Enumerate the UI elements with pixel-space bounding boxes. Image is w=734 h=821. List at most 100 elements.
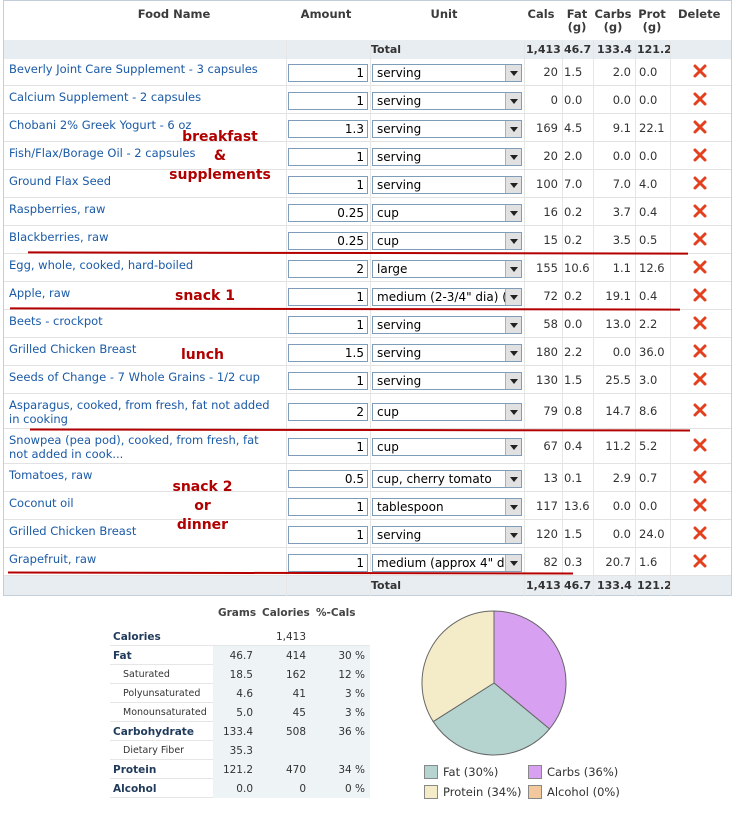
chevron-down-icon[interactable]: [505, 373, 521, 389]
food-name-link[interactable]: Apple, raw: [9, 286, 71, 300]
food-name-link[interactable]: Egg, whole, cooked, hard-boiled: [9, 258, 194, 272]
cell-carbs: 0.0: [612, 93, 631, 107]
unit-select[interactable]: cup: [372, 403, 522, 421]
food-name-link[interactable]: Beverly Joint Care Supplement - 3 capsul…: [9, 62, 258, 76]
food-name-link[interactable]: Grilled Chicken Breast: [9, 342, 137, 356]
delete-x-icon[interactable]: [692, 315, 708, 331]
column-divider: [670, 41, 671, 596]
cell-cals: 117: [536, 499, 558, 513]
delete-x-icon[interactable]: [692, 469, 708, 485]
delete-x-icon[interactable]: [692, 259, 708, 275]
unit-select[interactable]: serving: [372, 372, 522, 390]
unit-select[interactable]: serving: [372, 176, 522, 194]
amount-input[interactable]: 0.25: [288, 232, 368, 250]
chevron-down-icon[interactable]: [505, 205, 521, 221]
cell-cals: 20: [543, 149, 558, 163]
amount-input[interactable]: 1: [288, 148, 368, 166]
chevron-down-icon[interactable]: [505, 527, 521, 543]
unit-select[interactable]: serving: [372, 344, 522, 362]
chevron-down-icon[interactable]: [505, 345, 521, 361]
chevron-down-icon[interactable]: [505, 233, 521, 249]
amount-input[interactable]: 1: [288, 288, 368, 306]
food-name-link[interactable]: Beets - crockpot: [9, 314, 103, 328]
food-name-link[interactable]: Fish/Flax/Borage Oil - 2 capsules: [9, 146, 196, 160]
unit-select[interactable]: large: [372, 260, 522, 278]
delete-x-icon[interactable]: [692, 497, 708, 513]
delete-x-icon[interactable]: [692, 231, 708, 247]
amount-input[interactable]: 1: [288, 438, 368, 456]
amount-input[interactable]: 1: [288, 316, 368, 334]
chevron-down-icon[interactable]: [505, 439, 521, 455]
unit-select[interactable]: serving: [372, 148, 522, 166]
unit-select[interactable]: medium (2-3/4" dia) (a: [372, 288, 522, 306]
unit-select[interactable]: medium (approx 4" dia: [372, 554, 522, 572]
row-shade: [213, 703, 370, 722]
chevron-down-icon[interactable]: [505, 177, 521, 193]
food-log-table: Food Name Amount Unit Cals Fat (g) Carbs(…: [3, 0, 732, 596]
food-name-link[interactable]: Calcium Supplement - 2 capsules: [9, 90, 202, 104]
food-name-link[interactable]: Seeds of Change - 7 Whole Grains - 1/2 c…: [9, 370, 260, 384]
amount-input[interactable]: 2: [288, 260, 368, 278]
amount-input[interactable]: 0.25: [288, 204, 368, 222]
unit-select[interactable]: serving: [372, 64, 522, 82]
unit-select[interactable]: cup, cherry tomato: [372, 470, 522, 488]
amount-input[interactable]: 0.5: [288, 470, 368, 488]
amount-input[interactable]: 1.3: [288, 120, 368, 138]
chevron-down-icon[interactable]: [505, 471, 521, 487]
food-name-link[interactable]: Grilled Chicken Breast: [9, 524, 137, 538]
unit-select[interactable]: serving: [372, 526, 522, 544]
chevron-down-icon[interactable]: [505, 65, 521, 81]
chevron-down-icon[interactable]: [505, 261, 521, 277]
amount-input[interactable]: 1: [288, 526, 368, 544]
delete-x-icon[interactable]: [692, 91, 708, 107]
delete-x-icon[interactable]: [692, 343, 708, 359]
unit-select[interactable]: serving: [372, 92, 522, 110]
chevron-down-icon[interactable]: [505, 289, 521, 305]
food-name-link[interactable]: Snowpea (pea pod), cooked, from fresh, f…: [9, 433, 259, 461]
chevron-down-icon[interactable]: [505, 404, 521, 420]
unit-select[interactable]: tablespoon: [372, 498, 522, 516]
chevron-down-icon[interactable]: [505, 317, 521, 333]
chevron-down-icon[interactable]: [505, 499, 521, 515]
nutrient-calories: 162: [285, 669, 306, 681]
food-name-link[interactable]: Grapefruit, raw: [9, 552, 97, 566]
amount-input[interactable]: 1.5: [288, 344, 368, 362]
delete-x-icon[interactable]: [692, 553, 708, 569]
amount-input[interactable]: 1: [288, 554, 368, 572]
amount-input[interactable]: 1: [288, 498, 368, 516]
delete-x-icon[interactable]: [692, 63, 708, 79]
chevron-down-icon[interactable]: [505, 121, 521, 137]
chevron-down-icon[interactable]: [505, 93, 521, 109]
food-name-link[interactable]: Raspberries, raw: [9, 202, 106, 216]
delete-x-icon[interactable]: [692, 119, 708, 135]
cell-fat: 0.0: [564, 317, 583, 331]
food-name-link[interactable]: Chobani 2% Greek Yogurt - 6 oz: [9, 118, 192, 132]
row-shade: [213, 684, 370, 703]
amount-input[interactable]: 1: [288, 372, 368, 390]
delete-x-icon[interactable]: [692, 175, 708, 191]
unit-select[interactable]: cup: [372, 438, 522, 456]
amount-input[interactable]: 2: [288, 403, 368, 421]
delete-x-icon[interactable]: [692, 402, 708, 418]
chevron-down-icon[interactable]: [505, 555, 521, 571]
unit-select[interactable]: cup: [372, 232, 522, 250]
food-name-link[interactable]: Coconut oil: [9, 496, 74, 510]
food-name-link[interactable]: Asparagus, cooked, from fresh, fat not a…: [9, 398, 270, 426]
unit-select[interactable]: serving: [372, 120, 522, 138]
cell-carbs: 14.7: [605, 404, 631, 418]
unit-select[interactable]: serving: [372, 316, 522, 334]
delete-x-icon[interactable]: [692, 147, 708, 163]
amount-input[interactable]: 1: [288, 176, 368, 194]
food-name-link[interactable]: Blackberries, raw: [9, 230, 109, 244]
amount-input[interactable]: 1: [288, 64, 368, 82]
amount-input[interactable]: 1: [288, 92, 368, 110]
delete-x-icon[interactable]: [692, 371, 708, 387]
food-name-link[interactable]: Ground Flax Seed: [9, 174, 112, 188]
delete-x-icon[interactable]: [692, 437, 708, 453]
delete-x-icon[interactable]: [692, 525, 708, 541]
food-name-link[interactable]: Tomatoes, raw: [9, 468, 93, 482]
chevron-down-icon[interactable]: [505, 149, 521, 165]
delete-x-icon[interactable]: [692, 287, 708, 303]
unit-select[interactable]: cup: [372, 204, 522, 222]
delete-x-icon[interactable]: [692, 203, 708, 219]
